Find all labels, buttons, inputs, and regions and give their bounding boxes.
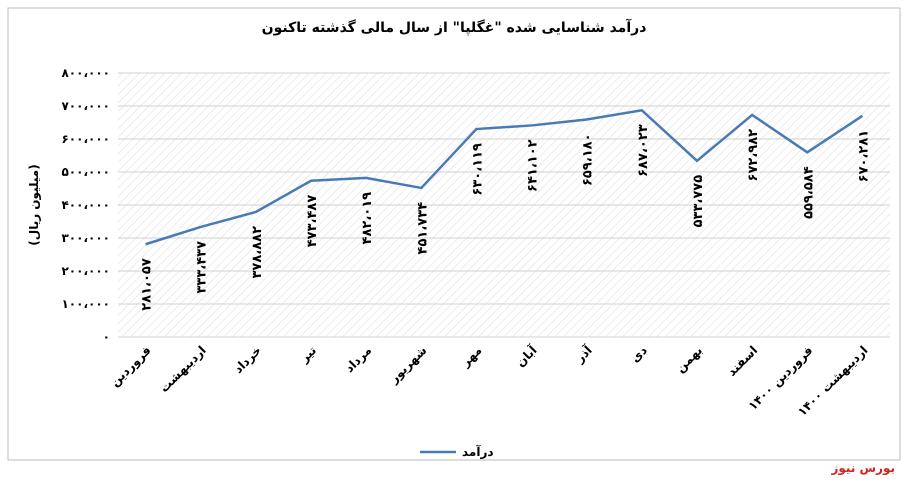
y-tick-label: ۶۰۰،۰۰۰ <box>61 132 110 146</box>
data-label: ۶۳۰،۱۱۹ <box>470 143 485 196</box>
data-label: ۵۳۳،۷۷۵ <box>691 175 706 228</box>
y-tick-label: ۴۰۰،۰۰۰ <box>61 198 110 212</box>
data-label: ۲۸۱،۰۵۷ <box>140 258 155 311</box>
y-axis-label: (میلیون ریال) <box>27 164 42 245</box>
data-label: ۴۷۳،۴۸۷ <box>305 195 320 248</box>
data-label: ۶۴۱،۱۰۲ <box>526 139 541 192</box>
data-label: ۳۳۳،۴۳۷ <box>195 241 210 294</box>
y-tick-label: ۷۰۰،۰۰۰ <box>61 99 110 113</box>
legend-label: درآمد <box>462 444 494 459</box>
y-tick-label: ۳۰۰،۰۰۰ <box>61 231 110 245</box>
y-tick-label: ۲۰۰،۰۰۰ <box>61 264 110 278</box>
data-label: ۶۷۰،۲۸۱ <box>856 130 871 183</box>
data-label: ۶۸۷،۰۲۳ <box>636 124 651 177</box>
y-tick-label: ۰ <box>103 330 110 344</box>
y-tick-label: ۸۰۰،۰۰۰ <box>61 66 110 80</box>
source: بورس نیوز <box>830 461 895 476</box>
y-tick-label: ۵۰۰،۰۰۰ <box>61 165 110 179</box>
data-label: ۴۸۲،۰۱۹ <box>360 192 375 245</box>
chart-title: درآمد شناسایی شده "غگلپا" از سال مالی گذ… <box>262 18 647 36</box>
data-label: ۴۵۱،۷۳۴ <box>415 202 430 255</box>
data-label: ۵۵۹،۵۸۴ <box>801 166 816 219</box>
line <box>145 108 864 246</box>
data-label: ۳۷۸،۸۸۲ <box>250 226 265 279</box>
y-tick-label: ۱۰۰،۰۰۰ <box>61 297 110 311</box>
data-label: ۶۷۲،۹۸۲ <box>746 129 761 182</box>
data-label: ۶۵۹،۱۸۰ <box>581 133 596 186</box>
